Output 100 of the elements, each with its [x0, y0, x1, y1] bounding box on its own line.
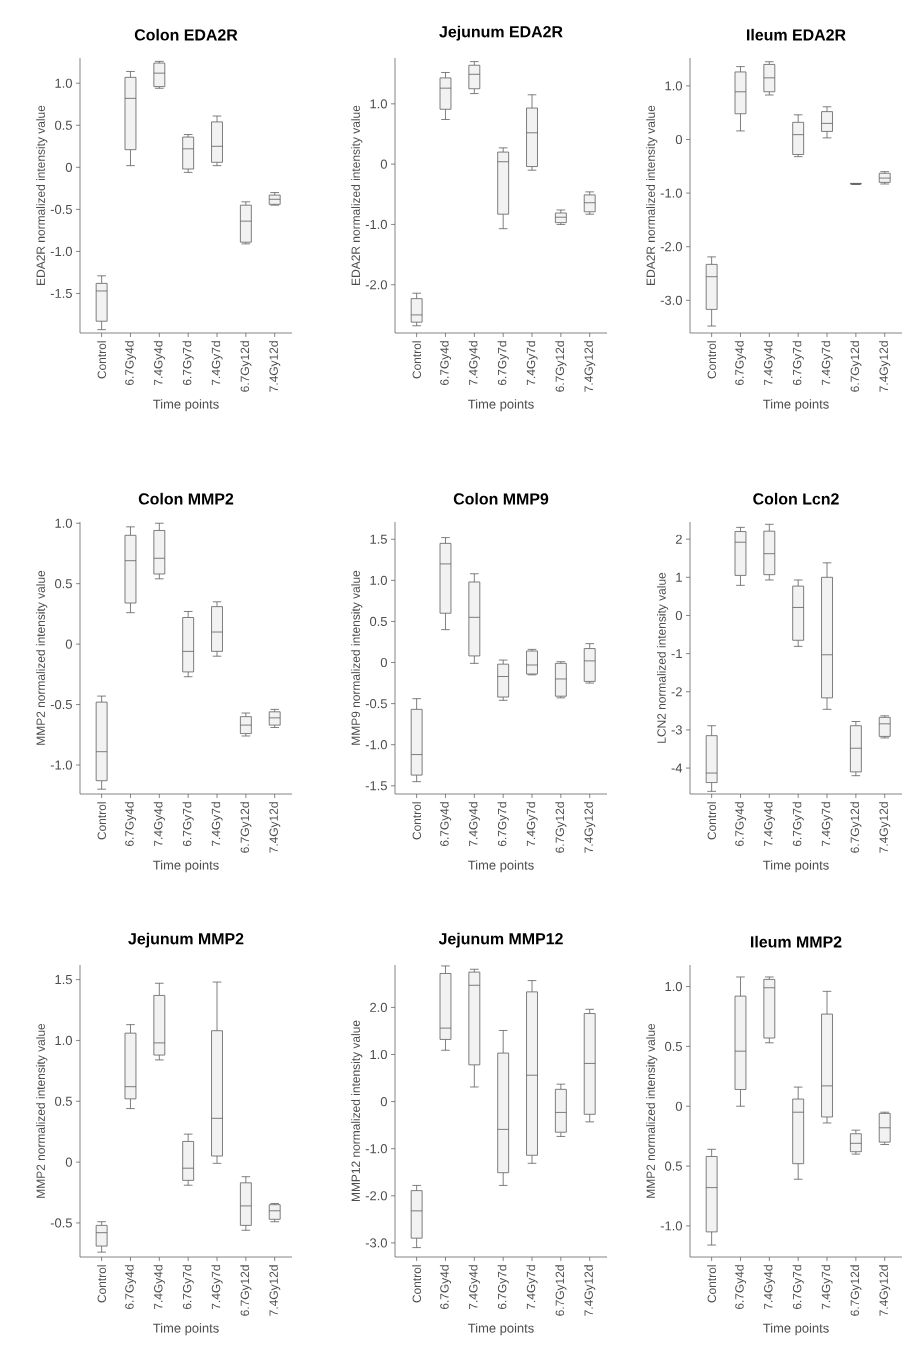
- chart-title: Colon Lcn2: [753, 492, 839, 505]
- x-tick-label: 6.7Gy4d: [124, 341, 137, 386]
- x-tick-label: 7.4Gy4d: [763, 1265, 775, 1310]
- y-axis-title: EDA2R normalized intensity value: [36, 105, 48, 285]
- y-tick-label: 1.0: [370, 99, 387, 109]
- x-tick-label: 6.7Gy4d: [439, 802, 452, 847]
- y-tick-label: 0: [380, 1097, 387, 1107]
- x-tick-label: Control: [707, 341, 717, 379]
- x-tick-label: 6.7Gy12d: [240, 341, 252, 392]
- x-tick-label: 6.7Gy7d: [182, 1265, 194, 1310]
- x-tick-label: 7.4Gy12d: [584, 1265, 596, 1316]
- y-tick-label: 1.0: [370, 1049, 387, 1060]
- chart-title: Colon EDA2R: [134, 28, 238, 41]
- y-tick-label: -1.0: [50, 246, 72, 257]
- y-tick-label: -2: [671, 687, 682, 697]
- x-axis-title: Time points: [468, 399, 534, 412]
- x-tick-label: 6.7Gy7d: [792, 1265, 804, 1310]
- y-tick-label: -0.5: [50, 204, 72, 214]
- x-tick-label: 7.4Gy7d: [211, 802, 223, 847]
- y-tick-label: 0.5: [54, 120, 72, 130]
- y-tick-label: -1.0: [365, 1144, 387, 1154]
- chart-title: Ileum EDA2R: [747, 28, 846, 41]
- x-tick-label: 6.7Gy12d: [555, 1265, 567, 1316]
- y-tick-label: -1.0: [660, 1221, 682, 1231]
- y-tick-label: -3: [671, 725, 682, 735]
- y-tick-label: -1.0: [660, 188, 682, 198]
- y-axis-title: MMP2 normalized intensity value: [36, 570, 48, 745]
- x-tick-label: 6.7Gy12d: [850, 1265, 862, 1316]
- x-tick-label: 7.4Gy4d: [468, 1265, 480, 1310]
- chart-title: Colon MMP9: [453, 492, 549, 505]
- y-tick-label: -1.0: [365, 219, 387, 230]
- x-tick-label: 7.4Gy12d: [269, 1265, 281, 1316]
- x-tick-label: Control: [97, 1265, 107, 1303]
- chart-title: Colon MMP2: [138, 492, 234, 505]
- x-tick-label: 7.4Gy7d: [526, 802, 538, 847]
- y-tick-label: 1.0: [370, 575, 387, 585]
- y-tick-label: -1.5: [50, 288, 72, 298]
- x-tick-label: 6.7Gy7d: [792, 341, 804, 386]
- x-tick-label: 6.7Gy12d: [555, 341, 567, 392]
- y-axis-title: MMP2 normalized intensity value: [646, 1023, 658, 1198]
- x-axis-title: Time points: [153, 1323, 219, 1336]
- y-tick-label: -2.0: [365, 280, 387, 290]
- x-tick-label: 6.7Gy4d: [734, 1265, 747, 1310]
- y-tick-label: -1.5: [365, 781, 387, 791]
- x-tick-label: 7.4Gy4d: [763, 341, 775, 386]
- x-tick-label: 6.7Gy4d: [734, 802, 747, 847]
- y-tick-label: 0: [380, 657, 387, 668]
- y-tick-label: 1.0: [55, 518, 72, 528]
- chart-title: Jejunum MMP12: [438, 932, 563, 948]
- y-tick-label: 0.5: [665, 1041, 682, 1051]
- y-tick-label: 0: [380, 159, 387, 169]
- y-tick-label: 1: [676, 572, 682, 582]
- x-axis-title: Time points: [468, 860, 534, 873]
- x-tick-label: 6.7Gy4d: [439, 341, 452, 386]
- x-tick-label: 7.4Gy4d: [468, 802, 480, 847]
- x-tick-label: 6.7Gy4d: [734, 341, 747, 386]
- x-axis-title: Time points: [468, 1323, 534, 1336]
- x-tick-label: 7.4Gy4d: [468, 341, 480, 386]
- x-tick-label: Control: [97, 341, 107, 379]
- x-tick-label: 6.7Gy7d: [497, 341, 509, 386]
- x-tick-label: 7.4Gy4d: [153, 802, 165, 847]
- x-tick-label: 6.7Gy12d: [240, 802, 252, 853]
- y-tick-label: -2.0: [660, 242, 682, 252]
- x-tick-label: 7.4Gy12d: [584, 341, 596, 392]
- y-tick-label: 0: [675, 134, 682, 145]
- y-tick-label: -1: [671, 649, 682, 659]
- y-tick-label: -3.0: [365, 1238, 387, 1248]
- y-tick-label: 0: [675, 610, 682, 621]
- y-tick-label: -4: [671, 763, 683, 773]
- y-tick-label: 0: [65, 1157, 72, 1167]
- x-tick-label: Control: [707, 1265, 717, 1303]
- x-tick-label: 6.7Gy4d: [124, 802, 137, 847]
- x-tick-label: 7.4Gy12d: [269, 802, 281, 853]
- y-tick-label: 0: [675, 1101, 682, 1111]
- y-tick-label: -1.0: [365, 740, 387, 750]
- y-axis-title: MMP12 normalized intensity value: [351, 1020, 363, 1202]
- y-tick-label: -0.5: [50, 699, 72, 710]
- x-tick-label: 7.4Gy7d: [526, 341, 538, 386]
- x-tick-label: Control: [412, 341, 422, 379]
- y-axis-title: LCN2 normalized intensity value: [656, 572, 669, 743]
- y-tick-label: 2: [675, 534, 682, 544]
- y-tick-label: -0.5: [50, 1218, 72, 1228]
- x-tick-label: 6.7Gy12d: [555, 802, 567, 853]
- y-tick-label: 2.0: [370, 1002, 387, 1012]
- x-tick-label: 7.4Gy12d: [879, 802, 891, 853]
- x-tick-label: 6.7Gy7d: [792, 802, 804, 847]
- y-axis-title: EDA2R normalized intensity value: [351, 105, 363, 285]
- x-tick-label: 7.4Gy4d: [763, 802, 775, 847]
- x-tick-label: 7.4Gy7d: [211, 1265, 223, 1310]
- y-tick-label: -1.0: [50, 760, 72, 770]
- y-tick-label: -2.0: [365, 1191, 387, 1201]
- x-tick-label: Control: [412, 802, 422, 840]
- x-tick-label: Control: [412, 1265, 422, 1303]
- x-tick-label: Control: [97, 802, 107, 840]
- x-axis-title: Time points: [153, 860, 219, 873]
- y-tick-label: 1.5: [55, 975, 72, 985]
- y-tick-label: 0: [65, 162, 72, 172]
- x-tick-label: 7.4Gy12d: [879, 1265, 891, 1316]
- y-tick-label: 1.0: [665, 981, 682, 992]
- x-tick-label: 7.4Gy4d: [153, 341, 165, 386]
